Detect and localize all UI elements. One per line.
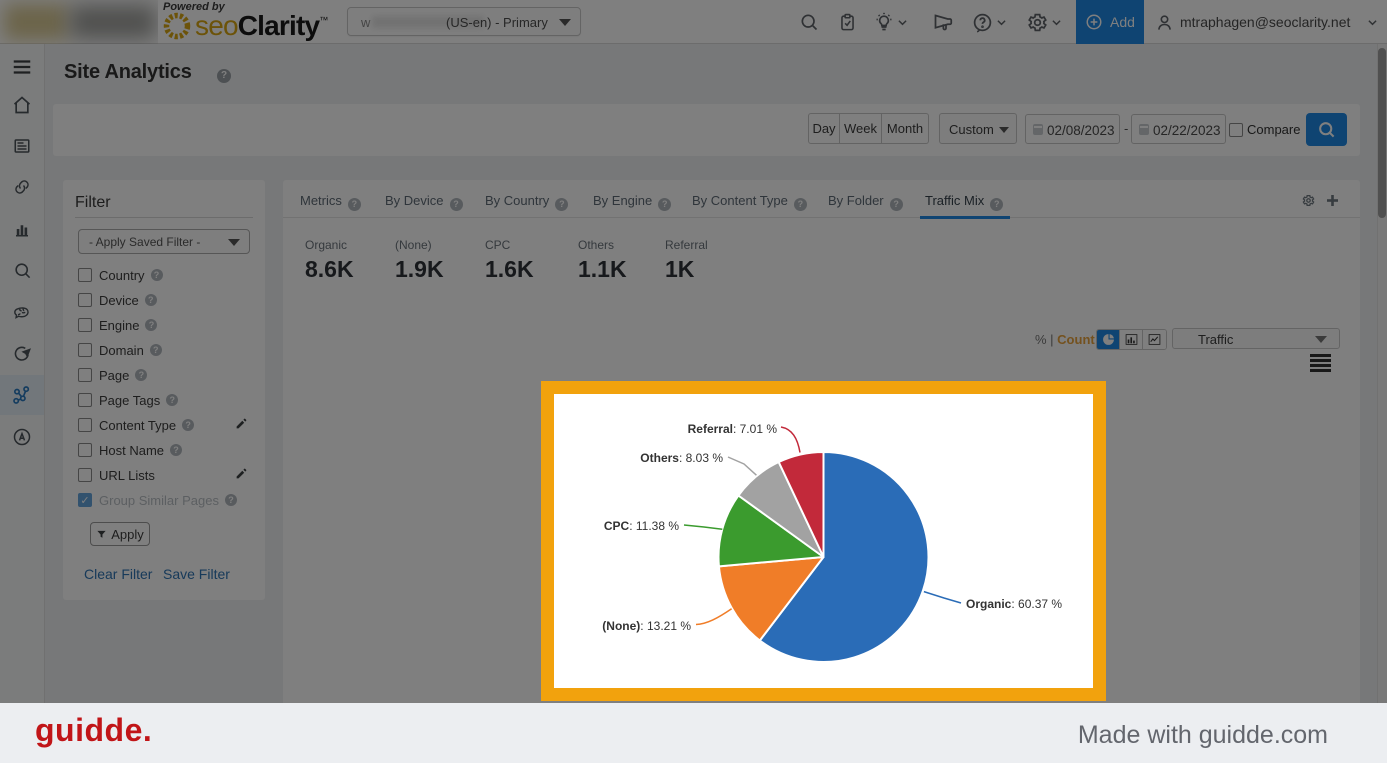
svg-text:CPC: 11.38 %: CPC: 11.38 % xyxy=(604,519,679,533)
svg-text:Others: 8.03 %: Others: 8.03 % xyxy=(640,451,723,465)
svg-text:(None): 13.21 %: (None): 13.21 % xyxy=(602,619,691,633)
svg-text:Referral: 7.01 %: Referral: 7.01 % xyxy=(688,422,778,436)
svg-text:Organic: 60.37 %: Organic: 60.37 % xyxy=(966,597,1062,611)
